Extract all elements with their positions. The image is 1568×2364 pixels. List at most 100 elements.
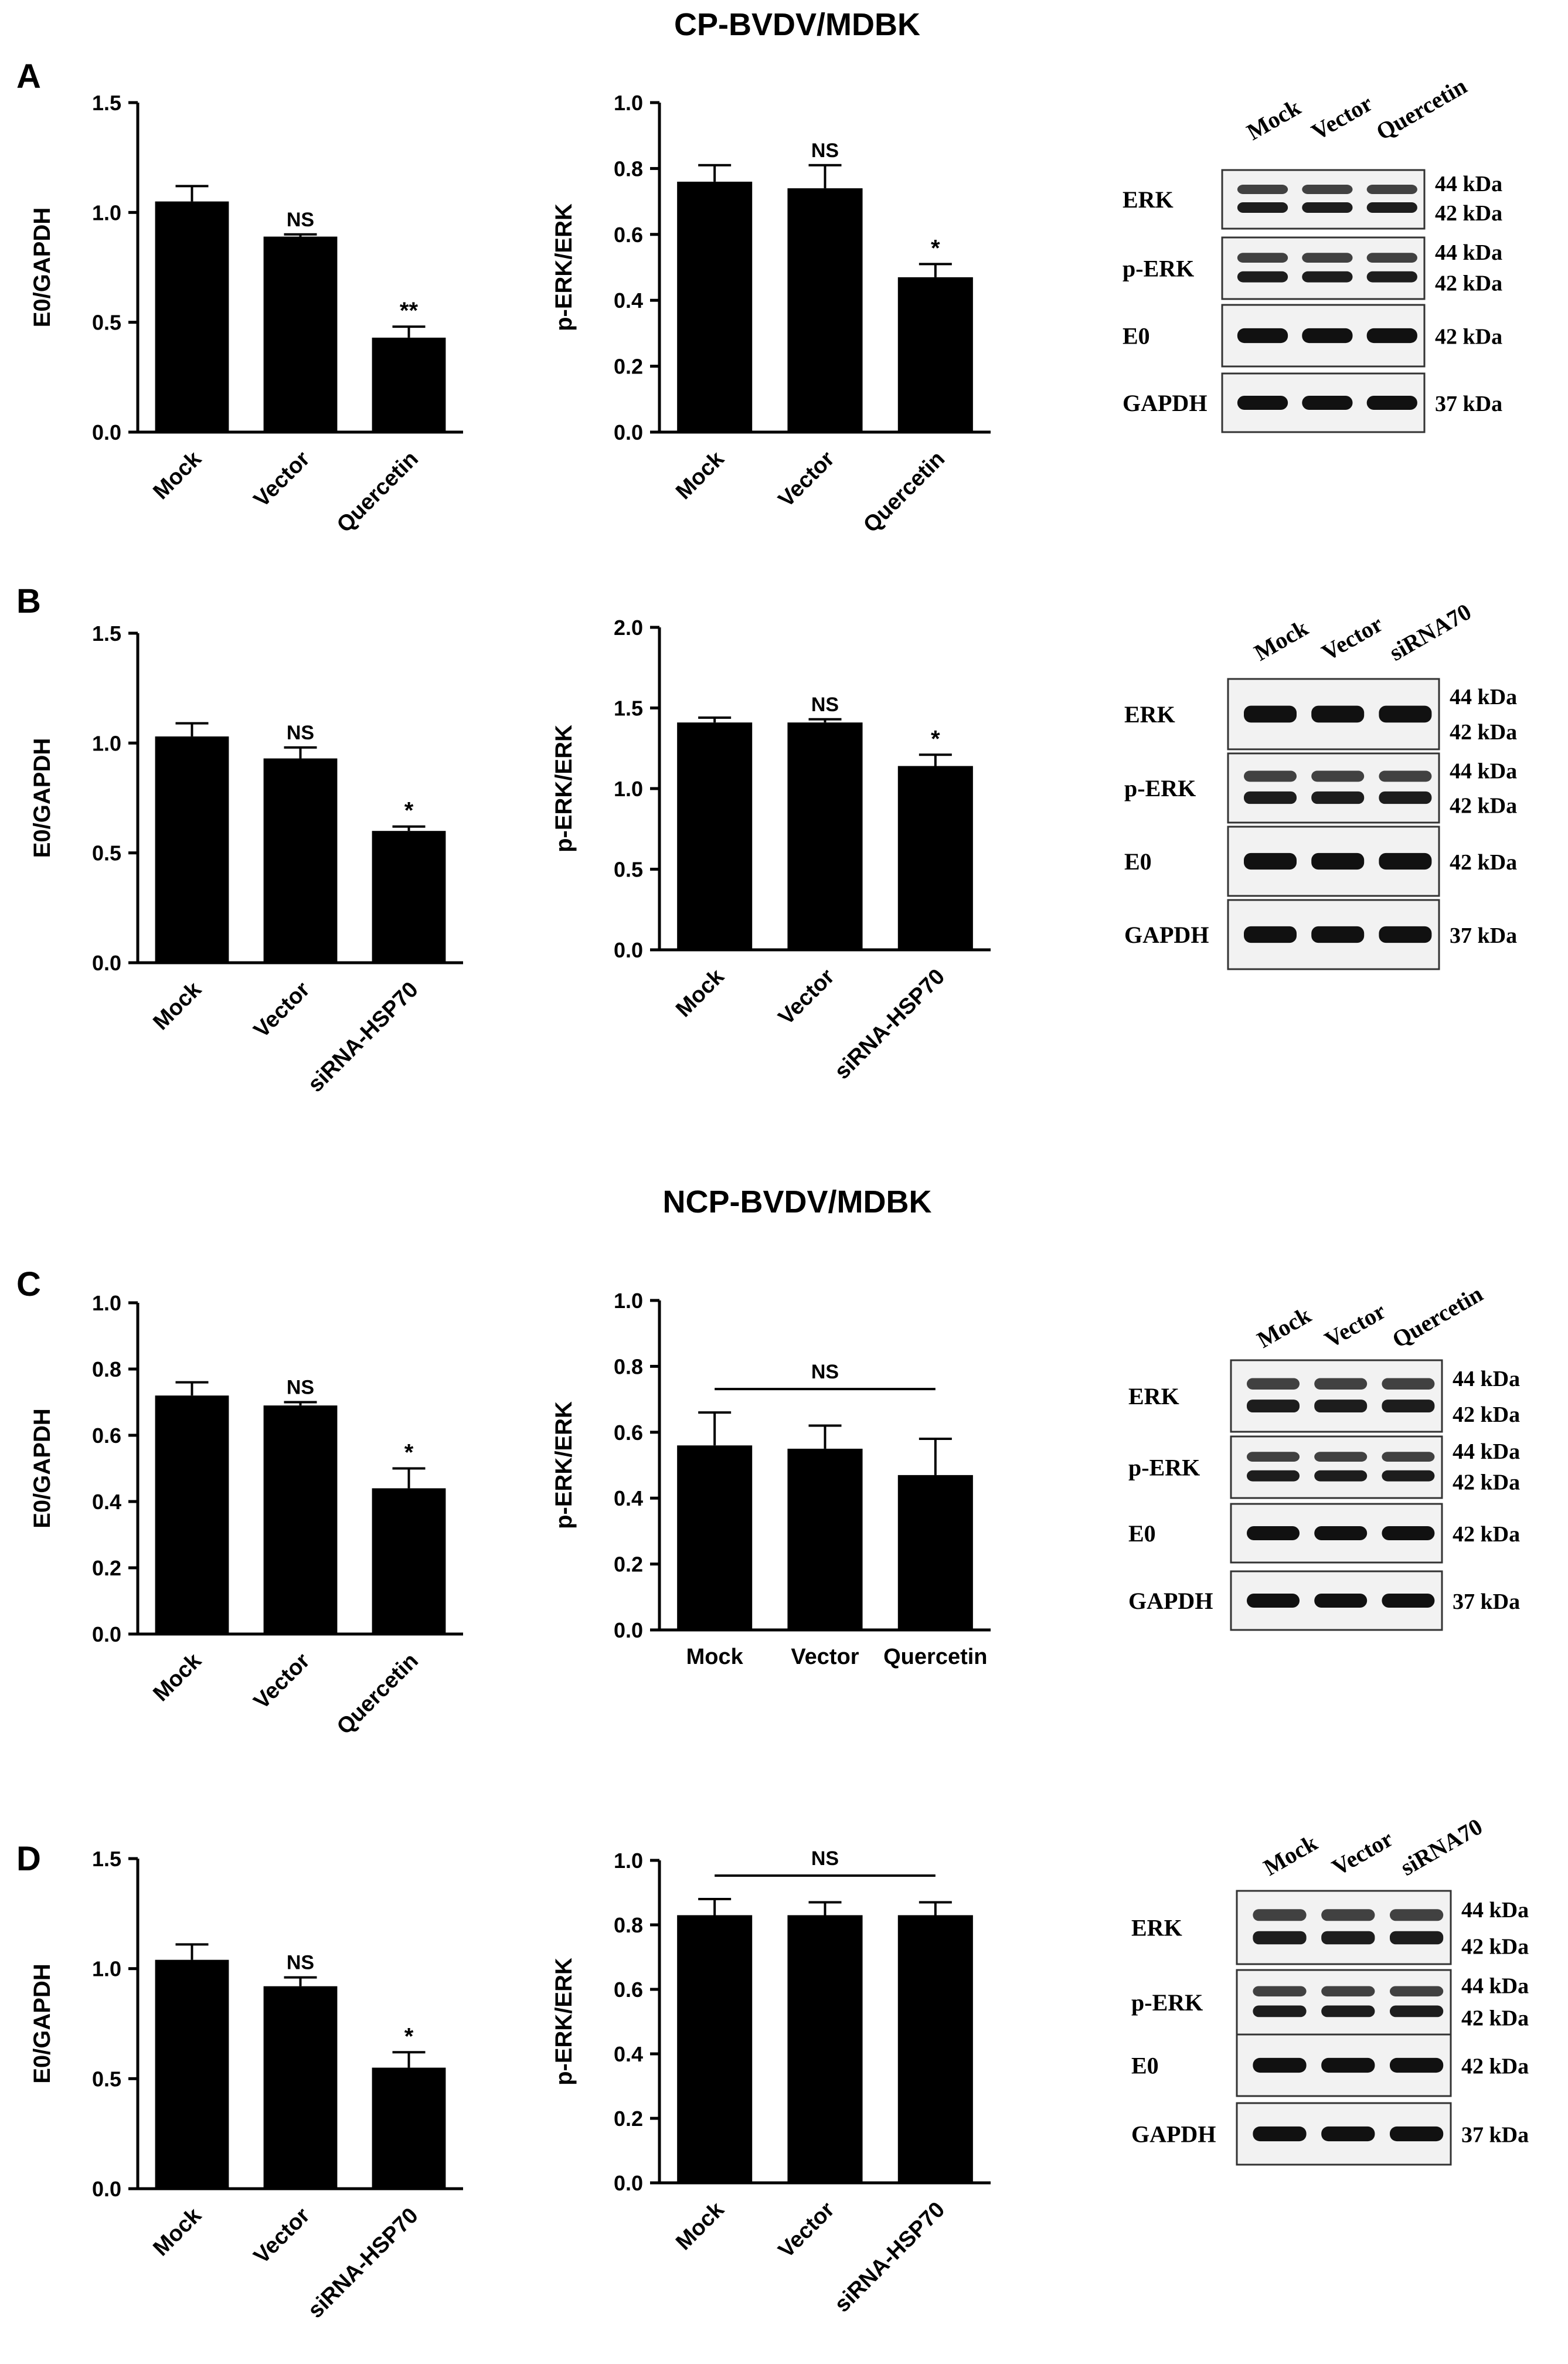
blot-band — [1253, 1986, 1307, 1997]
y-tick-label: 1.0 — [614, 777, 643, 801]
blot-band — [1253, 2057, 1307, 2073]
blot-band — [1247, 1378, 1300, 1390]
kda-label: 37 kDa — [1450, 923, 1517, 948]
significance-label: NS — [811, 1847, 839, 1870]
x-tick-label: Vector — [774, 964, 839, 1030]
bar-quercetin — [897, 1475, 973, 1630]
blot-band — [1253, 1909, 1307, 1921]
significance-label: NS — [287, 722, 314, 744]
y-tick-label: 0.0 — [92, 951, 121, 975]
kda-label: 44 kDa — [1461, 1974, 1529, 1999]
blot-band — [1237, 185, 1288, 194]
y-tick-label: 0.8 — [614, 1354, 643, 1378]
bar-chart-c2: 0.0 0.2 0.4 0.6 0.8 1.0 p-ERK/ERK Mock Vector Que… — [551, 1289, 991, 1669]
y-tick-label: 0.4 — [614, 288, 643, 313]
bar-sirna-hsp70 — [372, 2067, 446, 2189]
y-axis-label: p-ERK/ERK — [551, 1401, 577, 1529]
blot-band — [1382, 1452, 1435, 1462]
blot-band — [1244, 705, 1297, 723]
y-tick-label: 0.0 — [92, 420, 121, 444]
blot-band — [1366, 185, 1417, 194]
kda-label: 42 kDa — [1453, 1470, 1520, 1495]
y-tick-label: 1.5 — [614, 697, 643, 721]
y-axis-label: p-ERK/ERK — [551, 725, 577, 852]
significance-label: ** — [400, 298, 419, 324]
x-tick-label: Quercetin — [859, 447, 950, 538]
blot-row-label: ERK — [1123, 186, 1174, 213]
y-tick-label: 0.4 — [92, 1490, 121, 1514]
y-tick-label: 2.0 — [614, 616, 643, 640]
bar-mock — [155, 201, 229, 432]
y-tick-label: 0.6 — [92, 1424, 121, 1448]
bar-mock — [155, 1959, 229, 2189]
blot-band — [1314, 1526, 1368, 1540]
blot-band — [1382, 1470, 1435, 1482]
kda-label: 42 kDa — [1461, 2054, 1529, 2079]
blot-band — [1382, 1594, 1435, 1608]
blot-band — [1237, 271, 1288, 283]
kda-label: 37 kDa — [1435, 392, 1502, 416]
blot-row-label: GAPDH — [1124, 922, 1209, 948]
blot-band — [1389, 2005, 1444, 2017]
blot-band — [1311, 705, 1365, 723]
x-tick-label: Quercetin — [883, 1645, 987, 1669]
x-tick-label: Mock — [671, 446, 729, 504]
y-tick-label: 0.4 — [614, 1486, 643, 1510]
y-tick-label: 0.0 — [614, 2171, 643, 2195]
blot-band — [1314, 1470, 1368, 1482]
y-tick-label: 0.5 — [614, 858, 643, 882]
blot-band — [1302, 202, 1353, 213]
blot-band — [1321, 1931, 1375, 1945]
kda-label: 42 kDa — [1461, 2006, 1529, 2031]
x-tick-label: siRNA-HSP70 — [303, 977, 423, 1097]
bar-vector — [263, 1405, 338, 1634]
blot-band — [1321, 2126, 1375, 2142]
blot-band — [1366, 202, 1417, 213]
blot-box — [1227, 752, 1440, 824]
bar-vector — [787, 1448, 863, 1630]
y-tick-label: 1.0 — [614, 91, 643, 115]
bar-chart-a1: 0.0 0.5 1.0 1.5 E0/GAPDH Mock NS Vector ** Querce… — [29, 91, 463, 538]
bar-mock — [155, 1395, 229, 1634]
y-tick-label: 0.0 — [614, 938, 643, 962]
blot-band — [1244, 791, 1297, 804]
blot-band — [1247, 1594, 1300, 1608]
x-tick-label: Mock — [148, 446, 206, 504]
lane-label: Mock — [1242, 94, 1305, 145]
blot-band — [1237, 396, 1288, 410]
panel-letter: D — [16, 1840, 41, 1878]
kda-label: 42 kDa — [1435, 201, 1502, 226]
bar-chart-d2: 0.0 0.2 0.4 0.6 0.8 1.0 p-ERK/ERK Mock VectorsiR… — [551, 1847, 991, 2317]
kda-label: 37 kDa — [1453, 1589, 1520, 1614]
x-tick-label: Mock — [148, 2203, 206, 2261]
significance-label: NS — [287, 1952, 314, 1974]
y-tick-label: 0.0 — [92, 2177, 121, 2201]
bar-mock — [677, 1445, 753, 1630]
kda-label: 42 kDa — [1450, 850, 1517, 875]
y-tick-label: 1.5 — [92, 621, 121, 646]
bar-mock — [677, 181, 753, 432]
blot-row-label: E0 — [1124, 848, 1152, 875]
blot-row-label: ERK — [1124, 701, 1175, 728]
blot-band — [1366, 328, 1417, 344]
bar-chart-b1: 0.0 0.5 1.0 1.5 E0/GAPDH Mock NS Vector * siRNA-H… — [29, 621, 463, 1097]
kda-label: 42 kDa — [1453, 1522, 1520, 1547]
blot-band — [1314, 1400, 1368, 1413]
significance-label: * — [404, 2023, 414, 2049]
blot-band — [1247, 1400, 1300, 1413]
x-tick-label: Mock — [148, 977, 206, 1035]
panel-letter: A — [16, 57, 41, 96]
blot-band — [1302, 185, 1353, 194]
blot-band — [1321, 2057, 1375, 2073]
blot-band — [1314, 1452, 1368, 1462]
bar-chart-b2: 0.0 0.5 1.0 1.5 2.0 p-ERK/ERK Mock NS Vector * siR… — [551, 616, 991, 1084]
blot-band — [1379, 791, 1432, 804]
y-tick-label: 0.2 — [614, 1553, 643, 1577]
y-tick-label: 1.0 — [92, 201, 121, 225]
blot-band — [1379, 926, 1432, 943]
y-tick-label: 0.8 — [614, 1913, 643, 1937]
y-tick-label: 1.0 — [92, 1291, 121, 1315]
